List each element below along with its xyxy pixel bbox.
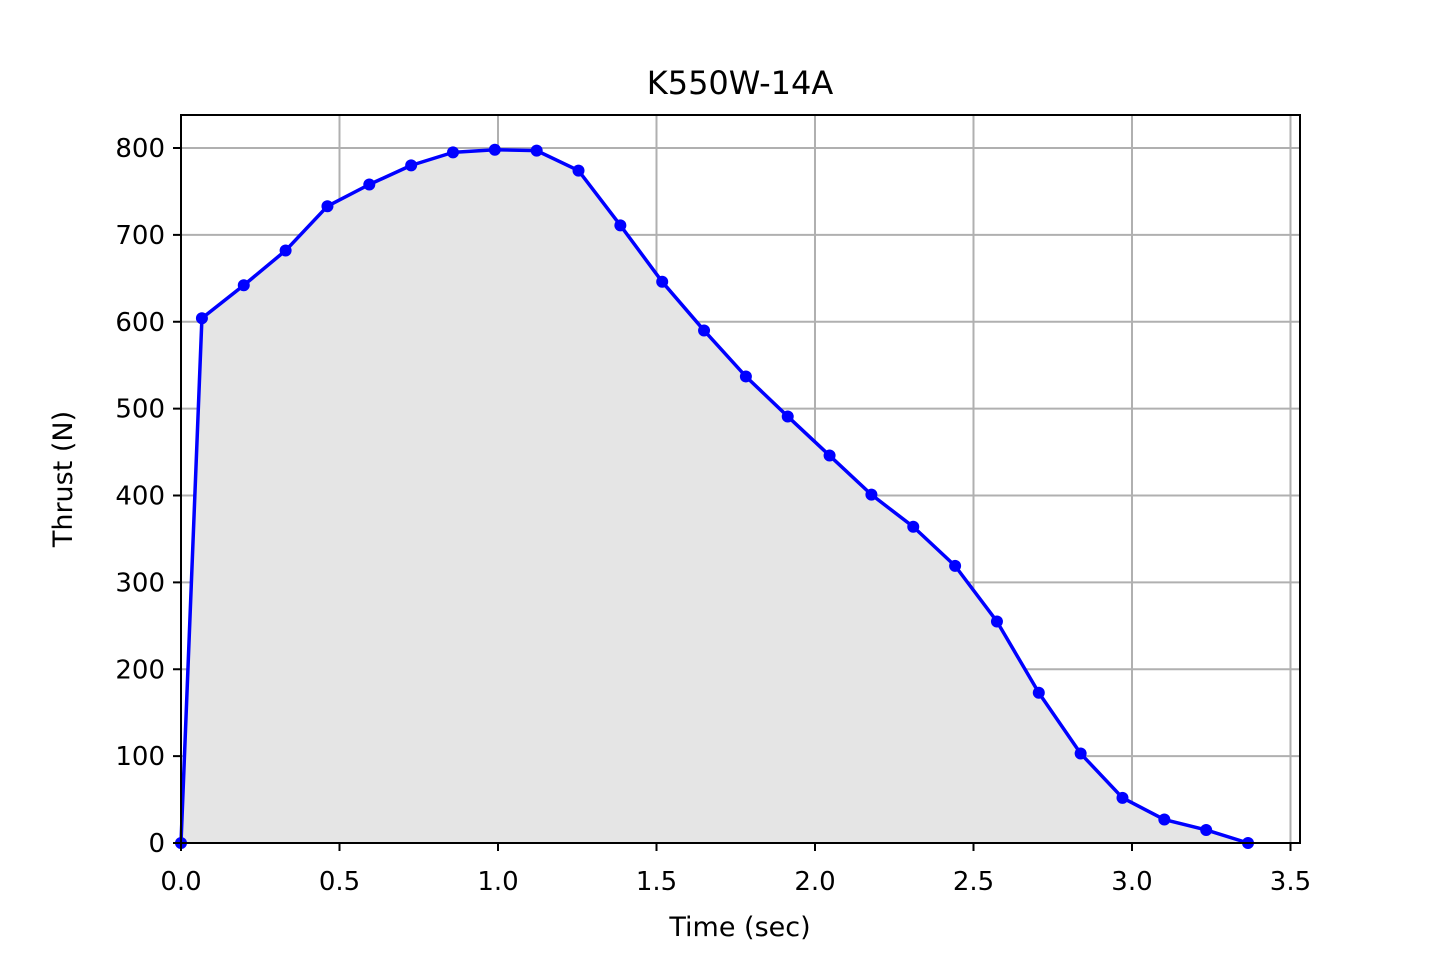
- y-tick-label: 200: [115, 655, 165, 685]
- y-tick-label: 400: [115, 482, 165, 512]
- data-point: [530, 144, 543, 157]
- data-point: [990, 615, 1003, 628]
- data-point: [1116, 791, 1129, 804]
- data-point: [1158, 813, 1171, 826]
- data-point: [865, 488, 878, 501]
- data-point: [237, 279, 250, 292]
- chart-title: K550W-14A: [647, 64, 834, 102]
- x-tick-label: 0.0: [160, 867, 201, 897]
- data-points: [175, 143, 1255, 849]
- y-tick-label: 500: [115, 395, 165, 425]
- y-tick-label: 800: [115, 134, 165, 164]
- data-point: [1200, 823, 1213, 836]
- y-axis-label: Thrust (N): [48, 411, 79, 548]
- x-tick-label: 1.5: [636, 867, 677, 897]
- y-tick-label: 100: [115, 742, 165, 772]
- data-point: [698, 324, 711, 337]
- y-axis-ticks: 0 100 200 300 400 500 600 700 800: [115, 134, 181, 859]
- data-point: [614, 219, 627, 232]
- x-tick-label: 2.5: [953, 867, 994, 897]
- thrust-area-fill: [181, 149, 1249, 843]
- x-tick-label: 3.0: [1111, 867, 1152, 897]
- data-point: [363, 178, 376, 191]
- data-point: [1074, 747, 1087, 760]
- x-tick-label: 3.5: [1270, 867, 1311, 897]
- data-point: [949, 559, 962, 572]
- y-tick-label: 600: [115, 308, 165, 338]
- data-point: [823, 449, 836, 462]
- data-point: [488, 143, 501, 156]
- y-tick-label: 700: [115, 221, 165, 251]
- data-point: [446, 146, 459, 159]
- data-point: [279, 244, 292, 257]
- data-point: [195, 312, 208, 325]
- data-point: [405, 159, 418, 172]
- data-point: [739, 370, 752, 383]
- x-axis-ticks: 0.0 0.5 1.0 1.5 2.0 2.5 3.0 3.5: [160, 843, 1311, 897]
- data-point: [321, 200, 334, 213]
- data-point: [1032, 686, 1045, 699]
- data-point: [781, 410, 794, 423]
- x-axis-label: Time (sec): [668, 912, 810, 943]
- x-tick-label: 0.5: [319, 867, 360, 897]
- data-point: [656, 275, 669, 288]
- data-point: [572, 164, 585, 177]
- plot-frame: [180, 114, 1301, 844]
- x-tick-label: 2.0: [794, 867, 835, 897]
- y-tick-label: 300: [115, 568, 165, 598]
- data-point: [907, 520, 920, 533]
- x-tick-label: 1.0: [477, 867, 518, 897]
- y-tick-label: 0: [148, 829, 165, 859]
